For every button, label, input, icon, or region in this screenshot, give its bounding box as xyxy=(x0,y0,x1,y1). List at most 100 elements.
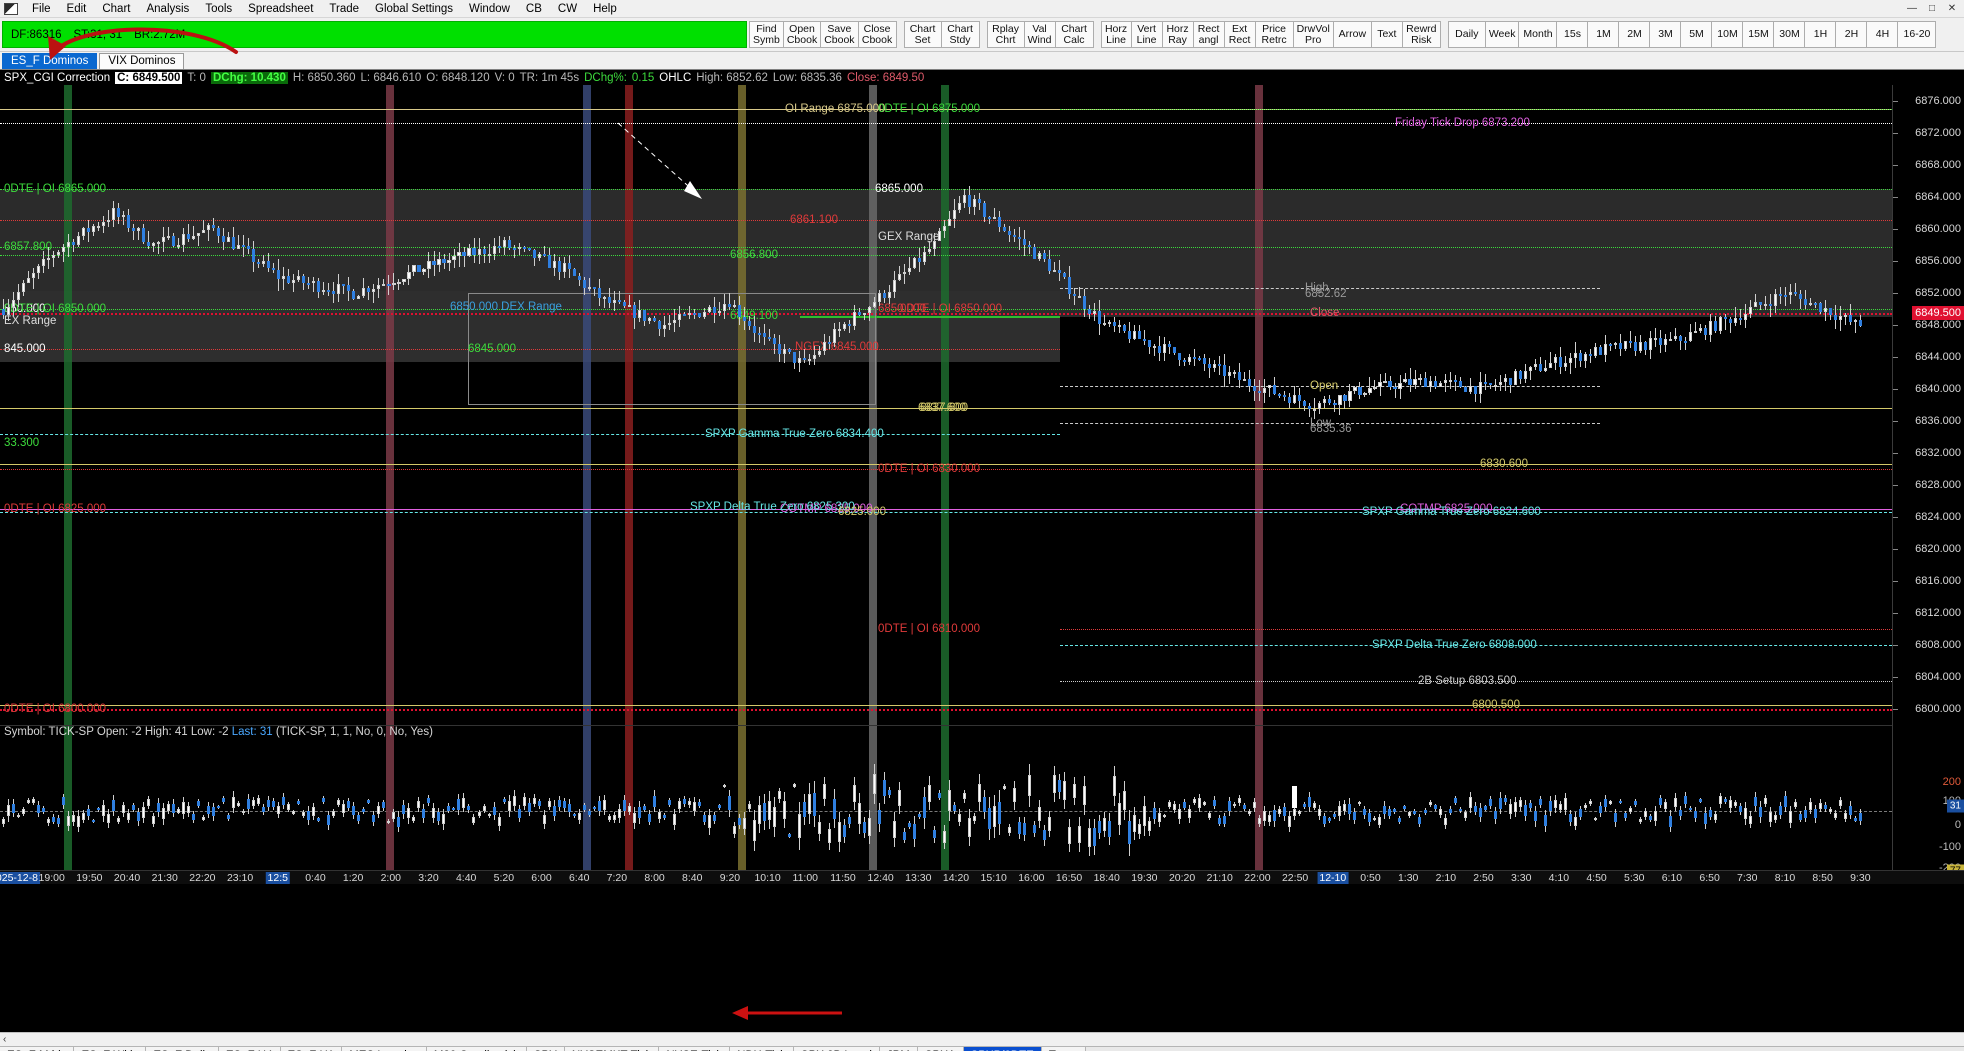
menu-chart[interactable]: Chart xyxy=(102,2,131,15)
chart-tab-nysemkt-tick[interactable]: NYSEMKT-Tick xyxy=(564,1047,660,1051)
study-bar-body xyxy=(1123,790,1127,810)
toolbar-button-week[interactable]: Week xyxy=(1485,21,1520,48)
chart-tab-nyse-tick[interactable]: NYSE-Tick xyxy=(659,1047,731,1051)
chart-tab-mes-intraday[interactable]: MES Intraday xyxy=(342,1047,427,1051)
study-bar xyxy=(978,774,982,811)
study-bar-body xyxy=(287,804,291,810)
toolbar-button-30m[interactable]: 30M xyxy=(1774,21,1806,48)
chart-tab-jpm[interactable]: JPM xyxy=(879,1047,918,1051)
toolbar-button-rewrd-risk[interactable]: Rewrd Risk xyxy=(1402,21,1441,48)
toolbar-button-chart-calc[interactable]: Chart Calc xyxy=(1055,21,1094,48)
rectangle-drawing[interactable] xyxy=(468,293,876,405)
chartbook-tab-vix-dominos[interactable]: VIX Dominos xyxy=(99,53,185,69)
toolbar-button-16-20[interactable]: 16-20 xyxy=(1898,21,1937,48)
study-bar xyxy=(682,796,686,808)
study-bar-body xyxy=(392,812,396,819)
toolbar-button-5m[interactable]: 5M xyxy=(1681,21,1713,48)
menu-analysis[interactable]: Analysis xyxy=(146,2,190,15)
menu-global-settings[interactable]: Global Settings xyxy=(375,2,454,15)
close-button[interactable]: ✕ xyxy=(1947,2,1957,14)
time-axis[interactable]: 2025-12-819:0019:5020:4021:3022:2023:101… xyxy=(0,870,1964,884)
study-bar-body xyxy=(1178,809,1182,820)
toolbar-button-close-cbook[interactable]: Close Cbook xyxy=(858,21,897,48)
toolbar-button-price-retrc[interactable]: Price Retrc xyxy=(1255,21,1294,48)
scroll-left-arrow[interactable]: ‹ xyxy=(3,1034,7,1045)
toolbar-button-3m[interactable]: 3M xyxy=(1650,21,1682,48)
toolbar-button-ext-rect[interactable]: Ext Rect xyxy=(1224,21,1256,48)
chart-tab-spxa[interactable]: SPXA xyxy=(917,1047,964,1051)
study-bar xyxy=(322,796,326,805)
chart-tab-spy[interactable]: SPY xyxy=(526,1047,565,1051)
toolbar-button-1h[interactable]: 1H xyxy=(1805,21,1837,48)
candle-body xyxy=(973,198,977,208)
study-bar xyxy=(907,821,911,829)
chart-tab-ndx-tick[interactable]: NDX-Tick xyxy=(730,1047,794,1051)
candle-body xyxy=(1368,388,1372,393)
toolbar-button-chart-stdy[interactable]: Chart Stdy xyxy=(941,21,980,48)
price-pane[interactable]: 0DTE | OI 6865.000 6857.800 850.000 0DTE | … xyxy=(0,85,1892,725)
chart-tab-es-f-daily[interactable]: ES_F Daily xyxy=(146,1047,219,1051)
toolbar-button-daily[interactable]: Daily xyxy=(1447,21,1486,48)
menu-edit[interactable]: Edit xyxy=(66,2,87,15)
study-bar-body xyxy=(1098,821,1102,834)
candle-body xyxy=(1718,317,1722,331)
candlestick xyxy=(452,249,456,268)
candle-body xyxy=(442,258,446,263)
chart-tab-spx-2b-level[interactable]: SPX 2B Level xyxy=(793,1047,880,1051)
chart-tab-turns[interactable]: Turns xyxy=(1041,1047,1086,1051)
menu-window[interactable]: Window xyxy=(469,2,510,15)
candlestick xyxy=(107,209,111,227)
tick-study-pane[interactable] xyxy=(0,725,1892,870)
toolbar-button-2h[interactable]: 2H xyxy=(1836,21,1868,48)
toolbar-button-2m[interactable]: 2M xyxy=(1619,21,1651,48)
menu-file[interactable]: File xyxy=(32,2,51,15)
toolbar-button-1m[interactable]: 1M xyxy=(1588,21,1620,48)
minimize-button[interactable]: — xyxy=(1907,2,1917,14)
toolbar-button-15s[interactable]: 15s xyxy=(1557,21,1589,48)
chart-tab-spxp-0dte[interactable]: SPXP/0DTE xyxy=(963,1047,1042,1051)
label-line1: 1M xyxy=(1596,28,1611,40)
toolbar-button-open-cbook[interactable]: Open Cbook xyxy=(783,21,822,48)
toolbar-button-save-cbook[interactable]: Save Cbook xyxy=(821,21,859,48)
candlestick xyxy=(968,185,972,215)
study-bar-body xyxy=(1783,796,1787,807)
price-level-line-19 xyxy=(0,512,1892,514)
toolbar-button-rect-angl[interactable]: Rect angl xyxy=(1193,21,1225,48)
chart-tab-es-f-h4[interactable]: ES_F H4 xyxy=(218,1047,281,1051)
level-label-mid-1: 6861.100 xyxy=(790,214,838,227)
chart-tab-es-f-h1[interactable]: ES_F H1 xyxy=(280,1047,343,1051)
menu-cw[interactable]: CW xyxy=(557,2,578,15)
toolbar-button-horz-ray[interactable]: Horz Ray xyxy=(1162,21,1194,48)
toolbar-button-horz-line[interactable]: Horz Line xyxy=(1100,21,1132,48)
menu-cb[interactable]: CB xyxy=(525,2,542,15)
toolbar-button-4h[interactable]: 4H xyxy=(1867,21,1899,48)
toolbar-button-chart-set[interactable]: Chart Set xyxy=(903,21,942,48)
toolbar-button-10m[interactable]: 10M xyxy=(1712,21,1744,48)
toolbar-button-vert-line[interactable]: Vert Line xyxy=(1131,21,1163,48)
toolbar-button-val-wind[interactable]: Val Wind xyxy=(1024,21,1056,48)
menu-help[interactable]: Help xyxy=(593,2,617,15)
chart-tab-es-f-mthly[interactable]: ES_F Mthly xyxy=(0,1047,75,1051)
menu-spreadsheet[interactable]: Spreadsheet xyxy=(248,2,314,15)
toolbar-button-arrow[interactable]: Arrow xyxy=(1333,21,1372,48)
chart-tab-es-f-wkly[interactable]: ES_F Wkly xyxy=(74,1047,147,1051)
chartbook-tab-es-f-dominos[interactable]: ES_F Dominos xyxy=(2,53,98,69)
toolbar-button-find-symb[interactable]: Find Symb xyxy=(749,21,784,48)
maximize-button[interactable]: □ xyxy=(1928,2,1936,14)
chart-tab-m30-candlestick[interactable]: M30 Candlestick xyxy=(426,1047,527,1051)
toolbar-button-15m[interactable]: 15M xyxy=(1743,21,1775,48)
study-bar xyxy=(857,792,861,835)
study-bar-body xyxy=(262,806,266,813)
study-bar-body xyxy=(587,811,591,816)
app-icon xyxy=(4,2,18,15)
toolbar-button-rplay-chrt[interactable]: Rplay Chrt xyxy=(986,21,1025,48)
horizontal-scroll-row[interactable]: ‹ xyxy=(0,1032,1964,1046)
menu-trade[interactable]: Trade xyxy=(329,2,360,15)
price-axis[interactable]: 6876.000 6872.000 6868.000 6864.000 6860.000… xyxy=(1892,85,1964,878)
menu-tools[interactable]: Tools xyxy=(205,2,233,15)
toolbar-button-month[interactable]: Month xyxy=(1519,21,1558,48)
toolbar-button-text[interactable]: Text xyxy=(1371,21,1403,48)
candlestick xyxy=(1683,336,1687,351)
chart-area[interactable]: SPX_CGI Correction C: 6849.500 T: 0 DChg… xyxy=(0,70,1964,1032)
toolbar-button-drwvol-pro[interactable]: DrwVol Pro xyxy=(1293,21,1334,48)
